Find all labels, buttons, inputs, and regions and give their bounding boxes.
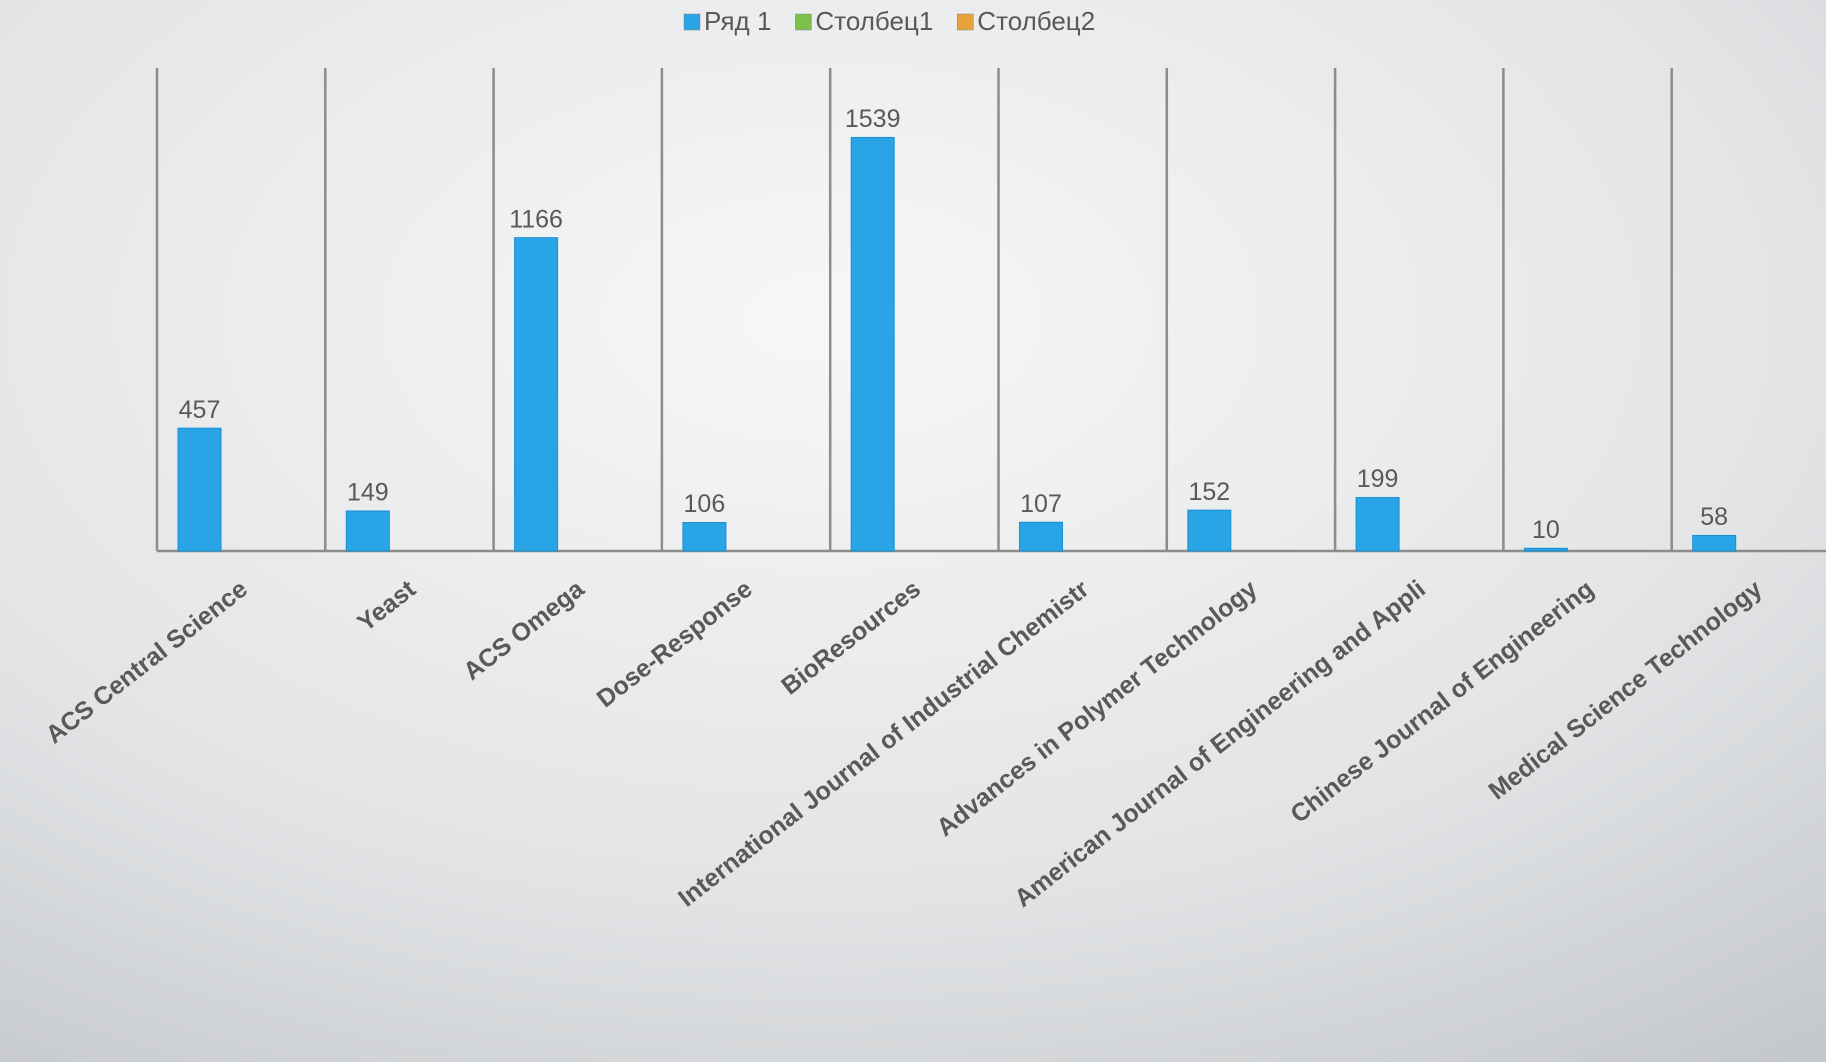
legend-swatch bbox=[957, 13, 974, 31]
bar bbox=[514, 237, 559, 552]
legend-swatch bbox=[683, 13, 701, 31]
bar bbox=[1692, 534, 1737, 552]
data-label: 149 bbox=[347, 479, 389, 507]
data-label: 152 bbox=[1188, 478, 1230, 506]
data-label: 457 bbox=[179, 396, 221, 424]
legend-label: Ряд 1 bbox=[704, 6, 771, 36]
legend-label: Столбец2 bbox=[977, 6, 1095, 36]
bar bbox=[1019, 521, 1063, 552]
data-label: 199 bbox=[1357, 465, 1399, 493]
bar bbox=[850, 136, 895, 552]
bar bbox=[1187, 509, 1232, 552]
bar bbox=[1355, 497, 1400, 552]
legend: Ряд 1 Столбец1 Столбец2 bbox=[683, 6, 1095, 36]
bar bbox=[345, 510, 390, 552]
bar bbox=[1523, 547, 1568, 552]
data-label: 58 bbox=[1700, 503, 1728, 531]
data-label: 10 bbox=[1532, 516, 1560, 544]
bar bbox=[177, 427, 222, 552]
bar bbox=[682, 522, 727, 552]
data-label: 1166 bbox=[509, 205, 563, 233]
legend-swatch bbox=[795, 13, 812, 31]
data-label: 107 bbox=[1020, 490, 1062, 518]
data-label: 1539 bbox=[845, 105, 901, 133]
data-label: 106 bbox=[684, 490, 726, 518]
legend-label: Столбец1 bbox=[815, 6, 933, 36]
